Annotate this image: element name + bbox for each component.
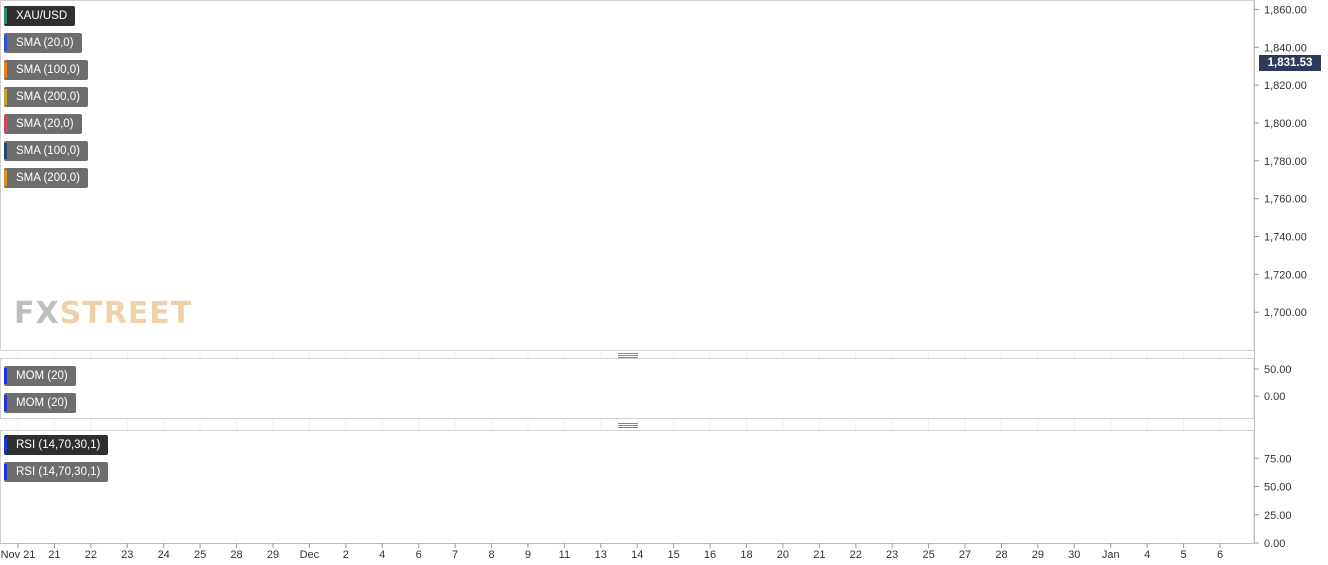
rsi-y-tick-label: 75.00 (1264, 453, 1292, 465)
x-tick-label: Dec (300, 549, 320, 561)
pane-resize-handle-top[interactable] (618, 353, 638, 358)
x-tick-label: 29 (1032, 549, 1044, 561)
rsi-y-tick-label: 50.00 (1264, 482, 1292, 494)
rsi-y-tick-label: 25.00 (1264, 510, 1292, 522)
x-tick-label: 6 (1217, 549, 1223, 561)
x-tick-label: 8 (488, 549, 494, 561)
price-y-tick-label: 1,840.00 (1264, 42, 1307, 54)
x-tick-label: 15 (668, 549, 680, 561)
tick-labels: 1,700.00 1,720.00 1,740.00 1,760.00 1,780.00… (1, 4, 1307, 561)
legend-sma-200-b[interactable]: SMA (200,0) (4, 168, 88, 188)
price-y-tick-label: 1,740.00 (1264, 231, 1307, 243)
price-y-tick-label: 1,820.00 (1264, 80, 1307, 92)
price-y-tick-label: 1,860.00 (1264, 4, 1307, 16)
x-tick-label: 4 (379, 549, 385, 561)
legend-sma-200-a[interactable]: SMA (200,0) (4, 87, 88, 107)
pane-resize-handle-bottom[interactable] (618, 423, 638, 428)
x-tick-label: 14 (631, 549, 643, 561)
price-y-tick-label: 1,800.00 (1264, 118, 1307, 130)
x-tick-label: 21 (813, 549, 825, 561)
x-tick-label: 30 (1068, 549, 1080, 561)
x-tick-label: 2 (343, 549, 349, 561)
legend-sma-100-b[interactable]: SMA (100,0) (4, 141, 88, 161)
legend-mom-a[interactable]: MOM (20) (4, 366, 76, 386)
x-tick-label: 29 (267, 549, 279, 561)
legend-sma-20-b[interactable]: SMA (20,0) (4, 114, 82, 134)
watermark-logo: FXSTREET (14, 296, 193, 331)
last-price-tag: 1,831.53 (1259, 55, 1321, 72)
symbol-label[interactable]: XAU/USD (4, 6, 76, 26)
x-tick-label: 16 (704, 549, 716, 561)
x-tick-label: 23 (886, 549, 898, 561)
x-tick-label: 28 (995, 549, 1007, 561)
x-tick-label: 24 (158, 549, 170, 561)
x-tick-label: 21 (48, 549, 60, 561)
rsi-pane-frame (0, 430, 1255, 544)
rsi-y-tick-label: 0.00 (1264, 538, 1285, 550)
x-tick-label: Jan (1102, 549, 1120, 561)
price-pane-frame (0, 0, 1255, 351)
legend-mom-b[interactable]: MOM (20) (4, 393, 76, 413)
x-tick-label: 18 (740, 549, 752, 561)
x-tick-label: 13 (595, 549, 607, 561)
x-tick-label: 11 (559, 549, 570, 561)
x-tick-label: 25 (194, 549, 206, 561)
price-y-tick-label: 1,780.00 (1264, 156, 1307, 168)
x-tick-label: 23 (121, 549, 133, 561)
x-tick-label: 20 (777, 549, 789, 561)
legend-sma-100-a[interactable]: SMA (100,0) (4, 60, 88, 80)
x-tick-label: 6 (416, 549, 422, 561)
price-y-tick-label: 1,720.00 (1264, 269, 1307, 281)
price-y-tick-label: 1,700.00 (1264, 307, 1307, 319)
legend-rsi-b[interactable]: RSI (14,70,30,1) (4, 462, 109, 482)
legend-sma-20-a[interactable]: SMA (20,0) (4, 33, 82, 53)
x-tick-label: 28 (230, 549, 242, 561)
legend-rsi-a[interactable]: RSI (14,70,30,1) (4, 435, 109, 455)
x-tick-label: Nov 21 (1, 549, 36, 561)
x-tick-label: 5 (1181, 549, 1187, 561)
x-tick-label: 7 (452, 549, 458, 561)
mom-y-tick-label: 0.00 (1264, 391, 1285, 403)
x-tick-label: 22 (85, 549, 97, 561)
x-tick-label: 9 (525, 549, 531, 561)
x-tick-label: 22 (850, 549, 862, 561)
axes (0, 0, 1259, 548)
x-tick-label: 4 (1144, 549, 1150, 561)
mom-y-tick-label: 50.00 (1264, 364, 1292, 376)
mom-pane-frame (0, 358, 1255, 419)
price-y-tick-label: 1,760.00 (1264, 194, 1307, 206)
x-tick-label: 25 (922, 549, 934, 561)
x-tick-label: 27 (959, 549, 971, 561)
